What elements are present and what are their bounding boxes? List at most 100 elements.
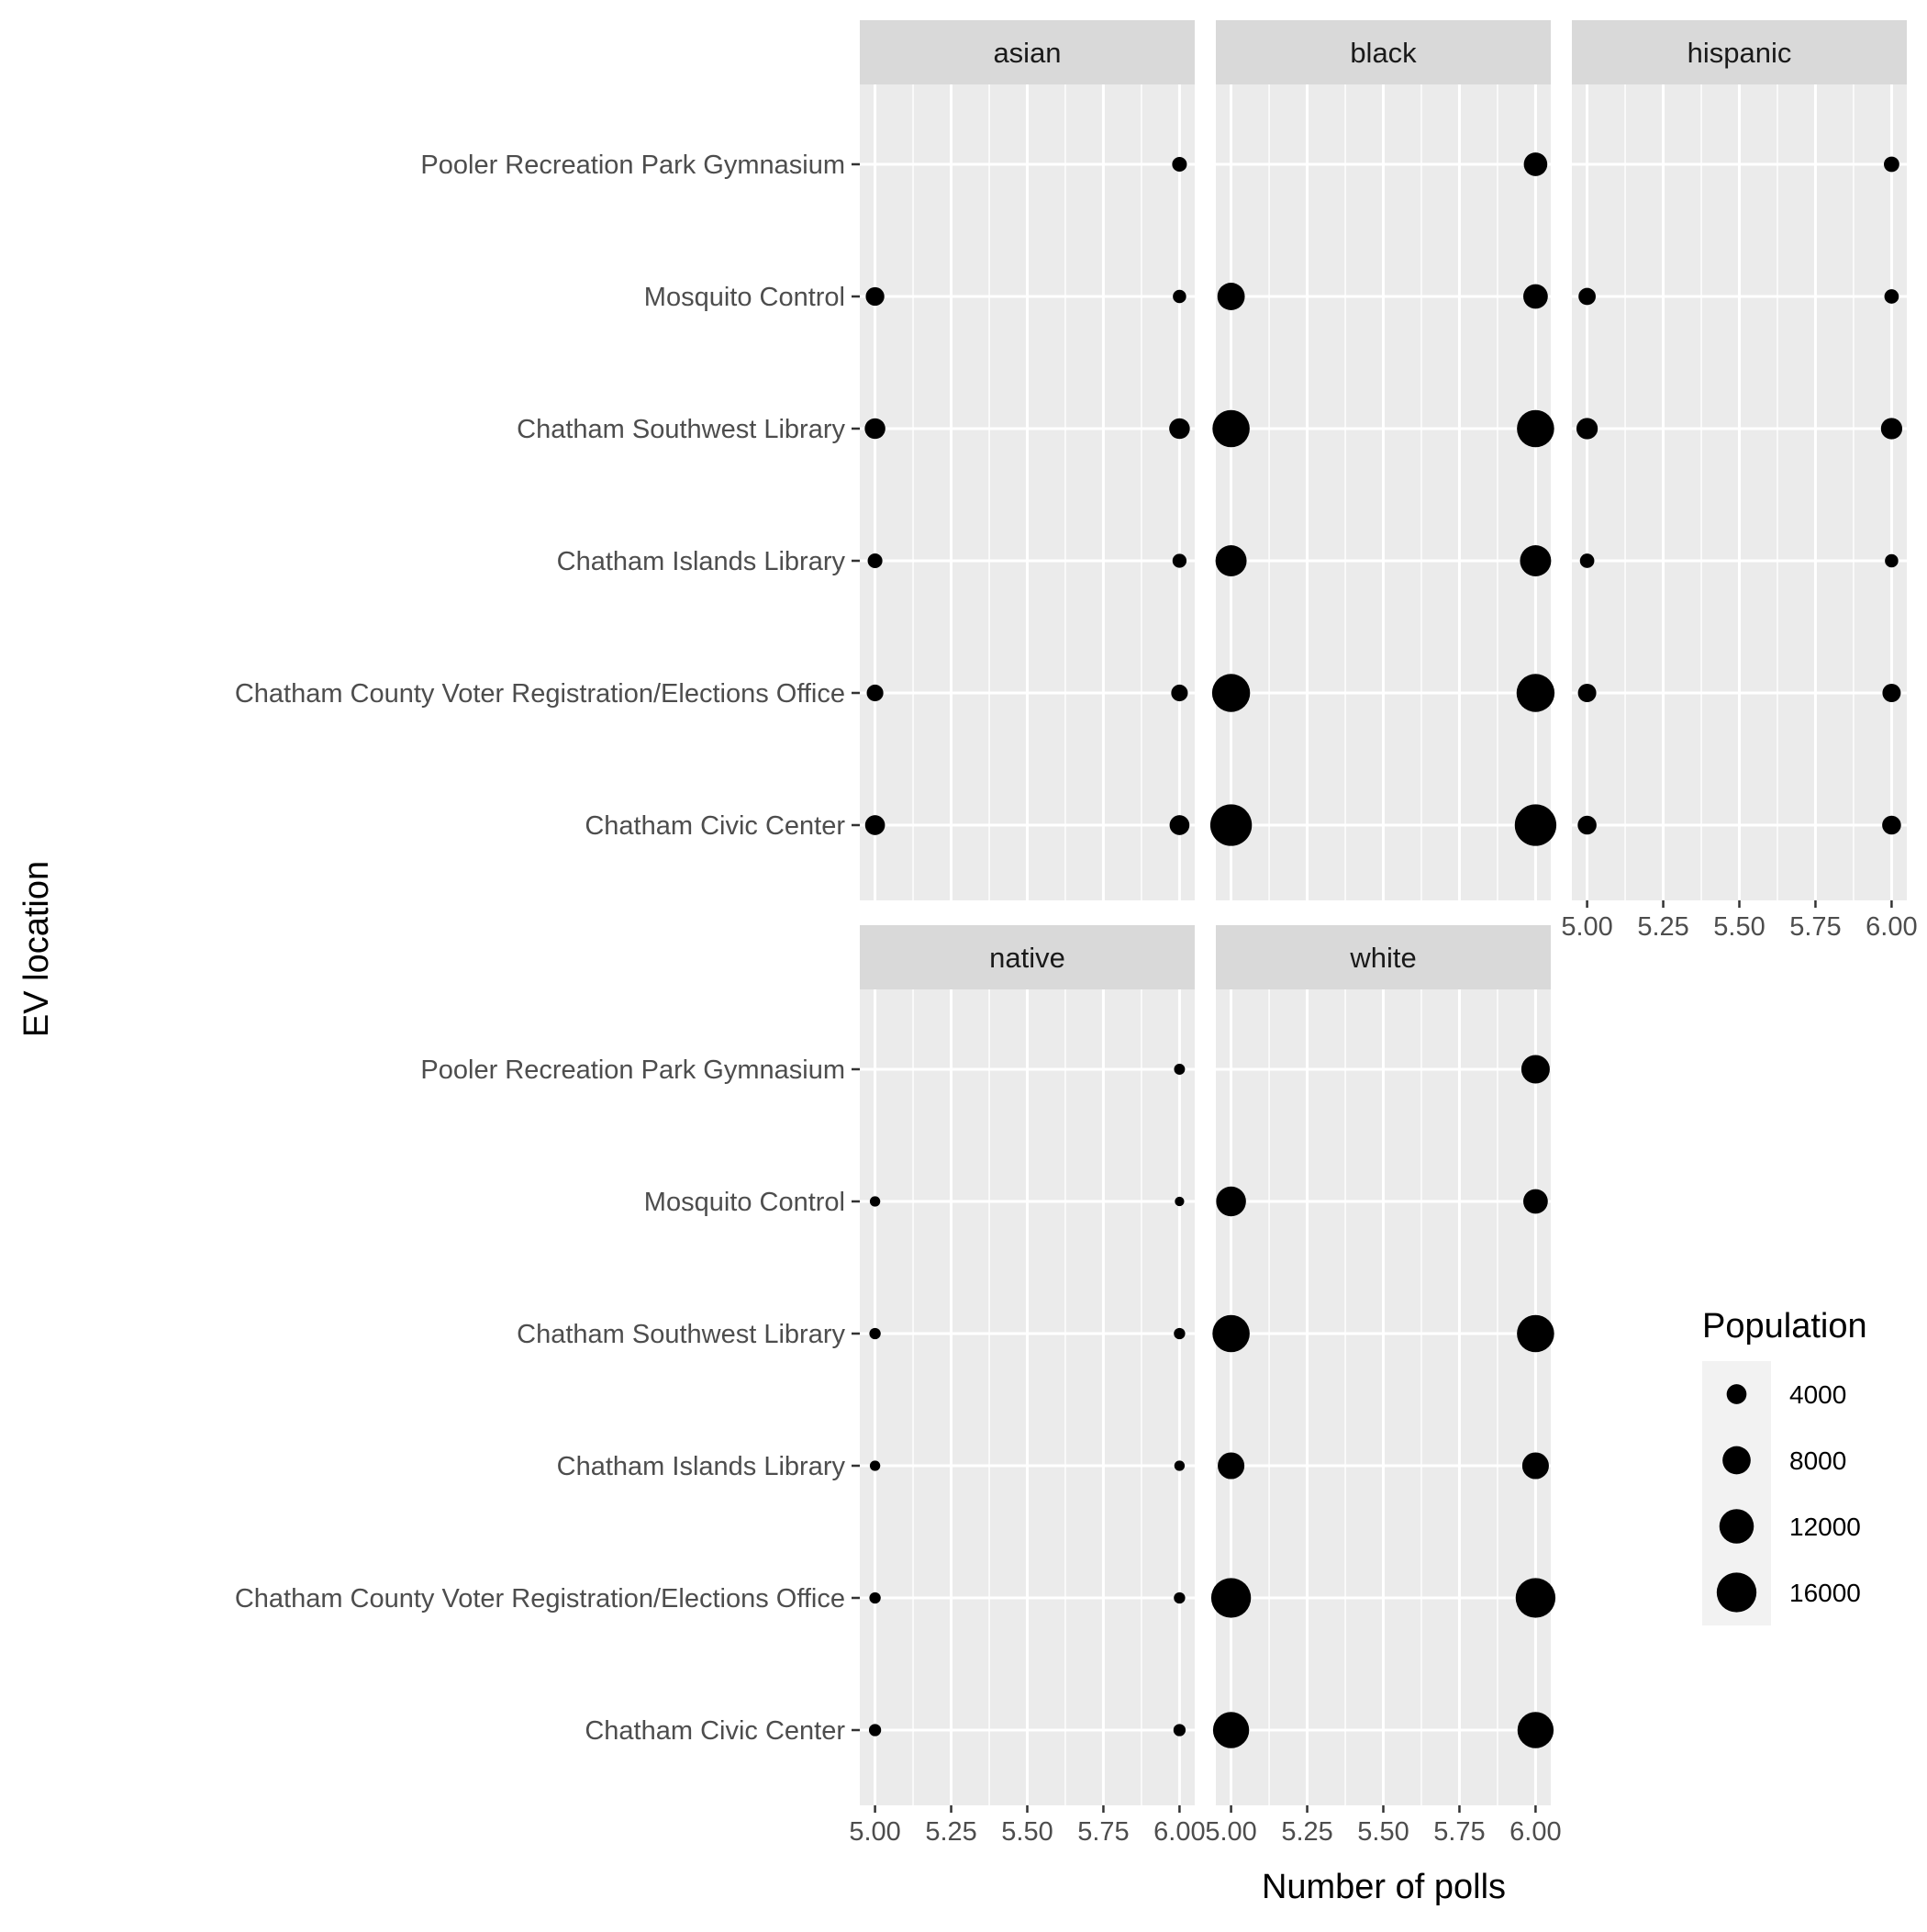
facet-strip <box>1216 925 1551 989</box>
axes-layer: 5.00 5.25 5.50 5.75 6.005.00 5.25 5.50 5.75 6.00… <box>235 151 1918 1847</box>
x-tick-label: 6.00 <box>1866 912 1917 942</box>
data-point <box>1514 804 1557 846</box>
x-tick-label: 5.75 <box>1077 1817 1129 1847</box>
data-point <box>1523 1189 1548 1214</box>
y-tick-label: Chatham County Voter Registration/Electi… <box>235 679 845 709</box>
data-point <box>1521 1452 1549 1480</box>
data-point <box>866 684 884 702</box>
y-tick-label: Mosquito Control <box>644 1188 845 1217</box>
data-point <box>1174 1327 1186 1340</box>
data-point <box>1174 1591 1186 1604</box>
data-point <box>1520 1055 1550 1084</box>
facet-panel-white: white <box>1210 925 1556 1805</box>
facet-panel-asian: asian <box>860 20 1195 900</box>
y-tick-label: Chatham Southwest Library <box>517 415 845 444</box>
panels-layer: asian black hispanic native white <box>860 20 1907 1805</box>
data-point <box>869 1327 881 1340</box>
data-point <box>1217 283 1245 310</box>
size-legend: Population 4000 8000 12000 16000 <box>1702 1307 1867 1625</box>
x-tick-label: 5.00 <box>1205 1817 1256 1847</box>
data-point <box>1212 1314 1250 1353</box>
data-point <box>1174 1064 1186 1075</box>
facet-strip <box>1216 20 1551 84</box>
y-tick-label: Chatham Islands Library <box>557 1452 846 1481</box>
data-point <box>1884 156 1899 173</box>
data-point <box>1577 684 1597 702</box>
legend-key-point <box>1726 1384 1747 1404</box>
data-point <box>1211 674 1251 712</box>
data-point <box>869 1591 881 1604</box>
x-tick-label: 6.00 <box>1509 1817 1561 1847</box>
x-tick-label: 5.50 <box>1357 1817 1409 1847</box>
data-point <box>1169 815 1190 835</box>
y-tick-label: Chatham County Voter Registration/Electi… <box>235 1584 845 1614</box>
data-point <box>1218 1452 1245 1480</box>
legend-key-point <box>1722 1446 1751 1475</box>
data-point <box>1210 1578 1252 1618</box>
legend-key-point <box>1719 1509 1754 1544</box>
legend-label: 16000 <box>1789 1579 1861 1607</box>
data-point <box>1209 804 1253 846</box>
legend-key-point <box>1716 1572 1757 1613</box>
data-point <box>1169 418 1190 440</box>
facet-strip-label: asian <box>993 37 1061 69</box>
x-tick-label: 5.25 <box>925 1817 976 1847</box>
data-point <box>1882 815 1901 835</box>
data-point <box>864 815 886 835</box>
y-tick-label: Chatham Civic Center <box>585 811 845 841</box>
data-point <box>1173 289 1186 304</box>
x-tick-label: 5.00 <box>849 1817 900 1847</box>
legend-label: 8000 <box>1789 1446 1846 1475</box>
data-point <box>1523 152 1548 176</box>
data-point <box>1578 287 1596 306</box>
data-point <box>1517 1314 1554 1353</box>
data-point <box>864 418 886 440</box>
x-tick-label: 5.75 <box>1433 1817 1485 1847</box>
data-point <box>1516 674 1555 712</box>
data-point <box>1882 684 1901 702</box>
data-point <box>1880 418 1903 440</box>
data-point <box>1216 1186 1246 1217</box>
data-point <box>869 1196 881 1207</box>
facet-strip <box>860 20 1195 84</box>
y-tick-label: Pooler Recreation Park Gymnasium <box>420 151 845 180</box>
facet-strip-label: hispanic <box>1688 37 1792 69</box>
x-tick-label: 5.75 <box>1789 912 1841 942</box>
facet-strip <box>860 925 1195 989</box>
y-tick-label: Chatham Islands Library <box>557 547 846 576</box>
y-tick-label: Chatham Southwest Library <box>517 1320 845 1349</box>
legend-title: Population <box>1702 1307 1867 1346</box>
x-tick-label: 5.50 <box>1713 912 1765 942</box>
facet-strip-label: native <box>989 942 1065 974</box>
data-point <box>1212 1712 1250 1748</box>
y-axis-title: EV location <box>17 861 56 1037</box>
facet-strip-label: white <box>1349 942 1416 974</box>
data-point <box>1576 418 1598 440</box>
y-tick-label: Pooler Recreation Park Gymnasium <box>420 1055 845 1085</box>
x-tick-label: 5.25 <box>1637 912 1688 942</box>
data-point <box>1173 1724 1186 1737</box>
data-point <box>1171 684 1188 702</box>
data-point <box>1515 1578 1556 1618</box>
facet-strip-label: black <box>1350 37 1417 69</box>
data-point <box>869 1460 881 1471</box>
facet-panel-native: native <box>860 925 1195 1805</box>
data-point <box>1579 553 1595 568</box>
x-tick-label: 6.00 <box>1153 1817 1205 1847</box>
facet-panel-hispanic: hispanic <box>1572 20 1907 900</box>
data-point <box>865 286 885 307</box>
data-point <box>1175 1196 1185 1207</box>
legend-label: 12000 <box>1789 1513 1861 1541</box>
x-tick-label: 5.50 <box>1001 1817 1053 1847</box>
data-point <box>868 1724 882 1737</box>
data-point <box>1172 553 1187 568</box>
data-point <box>1523 284 1548 309</box>
data-point <box>1174 1460 1186 1471</box>
legend-label: 4000 <box>1789 1380 1846 1409</box>
data-point <box>1172 156 1187 173</box>
x-tick-label: 5.25 <box>1281 1817 1332 1847</box>
data-point <box>1517 1712 1554 1748</box>
facet-strip <box>1572 20 1907 84</box>
